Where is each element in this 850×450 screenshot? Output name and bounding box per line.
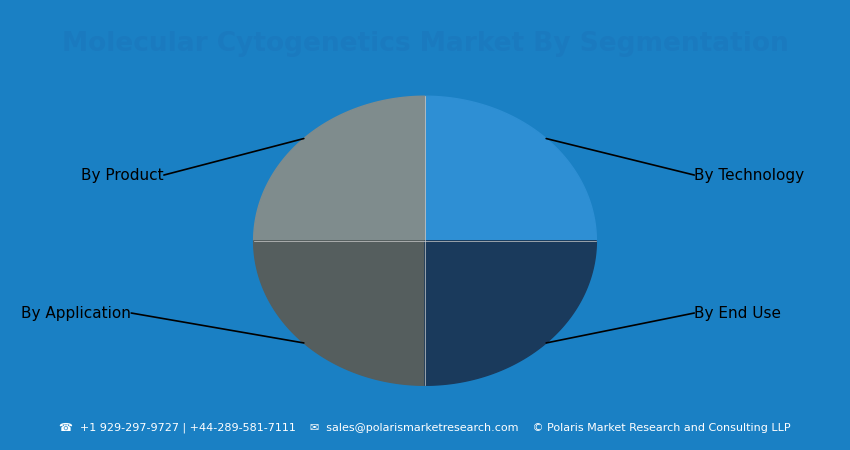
Text: By End Use: By End Use bbox=[694, 306, 781, 320]
Text: By Application: By Application bbox=[21, 306, 131, 320]
Text: ☎  +1 929-297-9727 | +44-289-581-7111    ✉  sales@polarismarketresearch.com    ©: ☎ +1 929-297-9727 | +44-289-581-7111 ✉ s… bbox=[60, 422, 791, 433]
Text: Molecular Cytogenetics Market By Segmentation: Molecular Cytogenetics Market By Segment… bbox=[61, 31, 788, 57]
Text: By Product: By Product bbox=[82, 167, 164, 183]
Polygon shape bbox=[425, 241, 597, 385]
Polygon shape bbox=[253, 96, 425, 241]
Polygon shape bbox=[425, 96, 597, 241]
Polygon shape bbox=[253, 241, 425, 385]
Text: By Technology: By Technology bbox=[694, 167, 804, 183]
